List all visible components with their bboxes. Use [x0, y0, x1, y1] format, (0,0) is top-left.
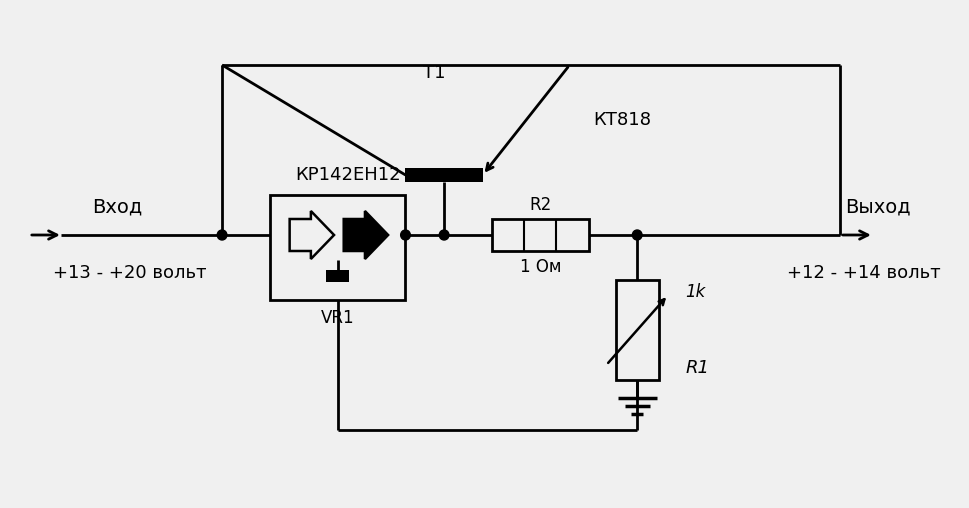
Text: T1: T1	[422, 64, 445, 82]
Circle shape	[439, 230, 449, 240]
Bar	[326, 270, 349, 282]
Text: +12 - +14 вольт: +12 - +14 вольт	[786, 264, 940, 282]
Text: R1: R1	[685, 359, 708, 377]
Bar	[615, 280, 659, 380]
Text: КР142ЕН12: КР142ЕН12	[295, 166, 400, 184]
Text: КТ818: КТ818	[593, 111, 651, 129]
Text: R2: R2	[529, 196, 551, 214]
Text: +13 - +20 вольт: +13 - +20 вольт	[53, 264, 206, 282]
Text: 1k: 1k	[685, 283, 705, 301]
Text: VR1: VR1	[321, 309, 355, 327]
Polygon shape	[343, 211, 388, 259]
Circle shape	[632, 230, 641, 240]
Text: Вход: Вход	[92, 198, 141, 216]
Bar	[270, 195, 405, 300]
Bar	[492, 219, 588, 251]
Bar	[405, 168, 483, 182]
Circle shape	[400, 230, 410, 240]
Circle shape	[217, 230, 227, 240]
Text: 1 Ом: 1 Ом	[519, 258, 561, 276]
Text: Выход: Выход	[844, 198, 910, 216]
